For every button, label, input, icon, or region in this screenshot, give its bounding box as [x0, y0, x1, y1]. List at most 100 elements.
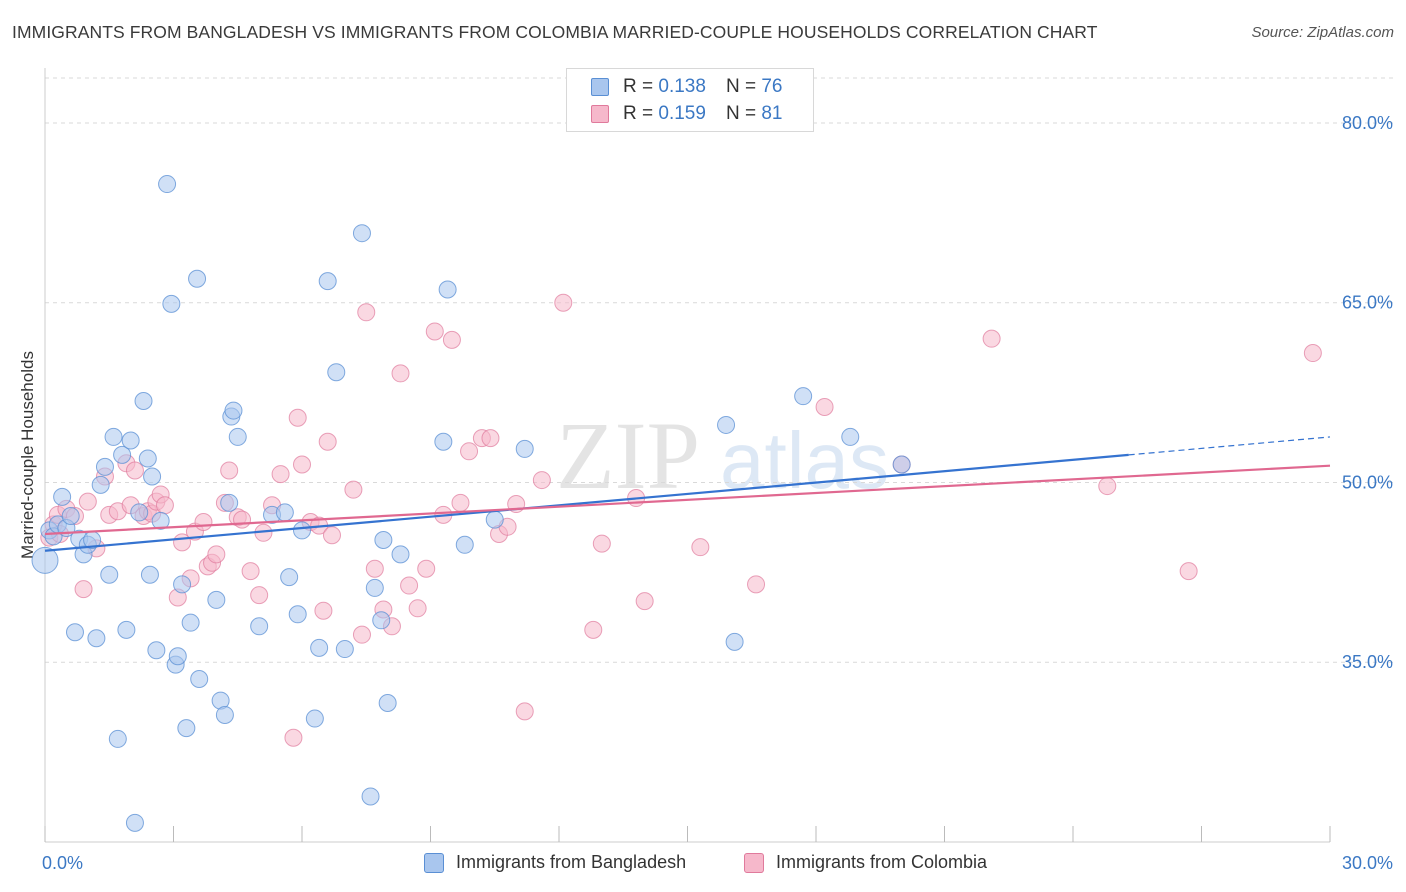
bangladesh-point [31, 546, 59, 574]
axes [44, 68, 1331, 843]
colombia-point [314, 601, 333, 620]
colombia-point [194, 513, 213, 532]
bangladesh-point [130, 503, 149, 522]
r-value-colombia: 0.159 [658, 103, 706, 124]
colombia-point [532, 471, 551, 490]
r-label: R = [623, 76, 654, 97]
n-label: N = [725, 76, 757, 97]
bangladesh-point [250, 617, 269, 636]
r-value-bangladesh: 0.138 [658, 76, 706, 97]
colombia-point [425, 322, 444, 341]
source-note: Source: ZipAtlas.com [1251, 24, 1394, 41]
colombia-point [1303, 344, 1322, 363]
colombia-point [451, 493, 470, 512]
y-tick-label: 65.0% [1342, 293, 1393, 313]
bangladesh-point [215, 705, 234, 724]
colombia-point [233, 510, 252, 529]
bangladesh-point [725, 632, 744, 651]
colombia-point [691, 538, 710, 557]
bangladesh-point [173, 575, 192, 594]
bangladesh-point [378, 693, 397, 712]
colombia-point [584, 620, 603, 639]
bangladesh-swatch [591, 78, 609, 96]
legend-label-colombia: Immigrants from Colombia [776, 852, 988, 872]
trend-lines [44, 436, 1331, 552]
stats-row-colombia: R = 0.159 N = 81 [591, 103, 782, 125]
y-tick-label: 80.0% [1342, 113, 1393, 133]
watermark: ZIP atlas [556, 402, 889, 509]
bangladesh-point [841, 427, 860, 446]
colombia-point [241, 562, 260, 581]
colombia-point [635, 592, 654, 611]
bangladesh-point [455, 535, 474, 554]
legend-item-bangladesh[interactable]: Immigrants from Bangladesh [424, 852, 686, 873]
bangladesh-point [515, 439, 534, 458]
bangladesh-point [717, 415, 736, 434]
bangladesh-point [224, 401, 243, 420]
bangladesh-point [61, 507, 80, 526]
bangladesh-point [104, 427, 123, 446]
bangladesh-point [374, 530, 393, 549]
bangladesh-point [365, 578, 384, 597]
colombia-point [207, 545, 226, 564]
bangladesh-point [335, 640, 354, 659]
bangladesh-point [361, 787, 380, 806]
bangladesh-point [100, 565, 119, 584]
colombia-point [74, 580, 93, 599]
n-label: N = [725, 103, 757, 124]
colombia-point [288, 408, 307, 427]
colombia-point [417, 559, 436, 578]
bangladesh-point [352, 224, 371, 243]
bangladesh-point [220, 493, 239, 512]
bangladesh-point [177, 719, 196, 738]
bangladesh-point [434, 432, 453, 451]
x-tick-label-min: 0.0% [42, 853, 83, 873]
colombia-legend-swatch [744, 852, 764, 873]
colombia-point [1179, 562, 1198, 581]
colombia-point [747, 575, 766, 594]
tick-labels: 35.0% 50.0% 65.0% 80.0% 0.0% 30.0% [42, 113, 1393, 873]
colombia-point [322, 526, 341, 545]
colombia-point [592, 534, 611, 553]
bangladesh-point [318, 272, 337, 291]
bangladesh-point [121, 431, 140, 450]
legend-item-colombia[interactable]: Immigrants from Colombia [744, 852, 987, 873]
bangladesh-point [275, 503, 294, 522]
colombia-point [357, 303, 376, 322]
colombia-point [250, 586, 269, 605]
bangladesh-point [372, 611, 391, 630]
bangladesh-point [95, 457, 114, 476]
bangladesh-point [138, 449, 157, 468]
colombia-point [155, 496, 174, 515]
colombia-point [271, 465, 290, 484]
colombia-point [408, 599, 427, 618]
bangladesh-point [87, 629, 106, 648]
bangladesh-point [327, 363, 346, 382]
bangladesh-point [65, 623, 84, 642]
bangladesh-point [207, 590, 226, 609]
bangladesh-point [113, 445, 132, 464]
n-value-bangladesh: 76 [761, 76, 783, 97]
colombia-point [352, 625, 371, 644]
bangladesh-point [293, 521, 311, 540]
stats-legend: R = 0.138 N = 76 R = 0.159 N = 81 [566, 68, 814, 132]
bangladesh-point [288, 605, 307, 624]
bangladesh-point [53, 487, 72, 506]
colombia-point [982, 329, 1001, 348]
bangladesh-point [391, 545, 410, 564]
colombia-point [344, 480, 363, 499]
bangladesh-point [91, 475, 110, 494]
colombia-point [815, 397, 834, 416]
bangladesh-point [310, 638, 329, 657]
colombia-point [554, 293, 573, 312]
bangladesh-point [305, 709, 324, 728]
colombia-point [365, 559, 384, 578]
y-tick-label: 35.0% [1342, 652, 1393, 672]
colombia-point [442, 330, 461, 349]
bangladesh-point [181, 613, 200, 632]
colombia-point [125, 461, 144, 480]
bangladesh-point [188, 269, 207, 288]
bangladesh-trend-extension [1128, 436, 1331, 456]
bangladesh-point [108, 729, 127, 748]
bangladesh-point [147, 641, 166, 660]
